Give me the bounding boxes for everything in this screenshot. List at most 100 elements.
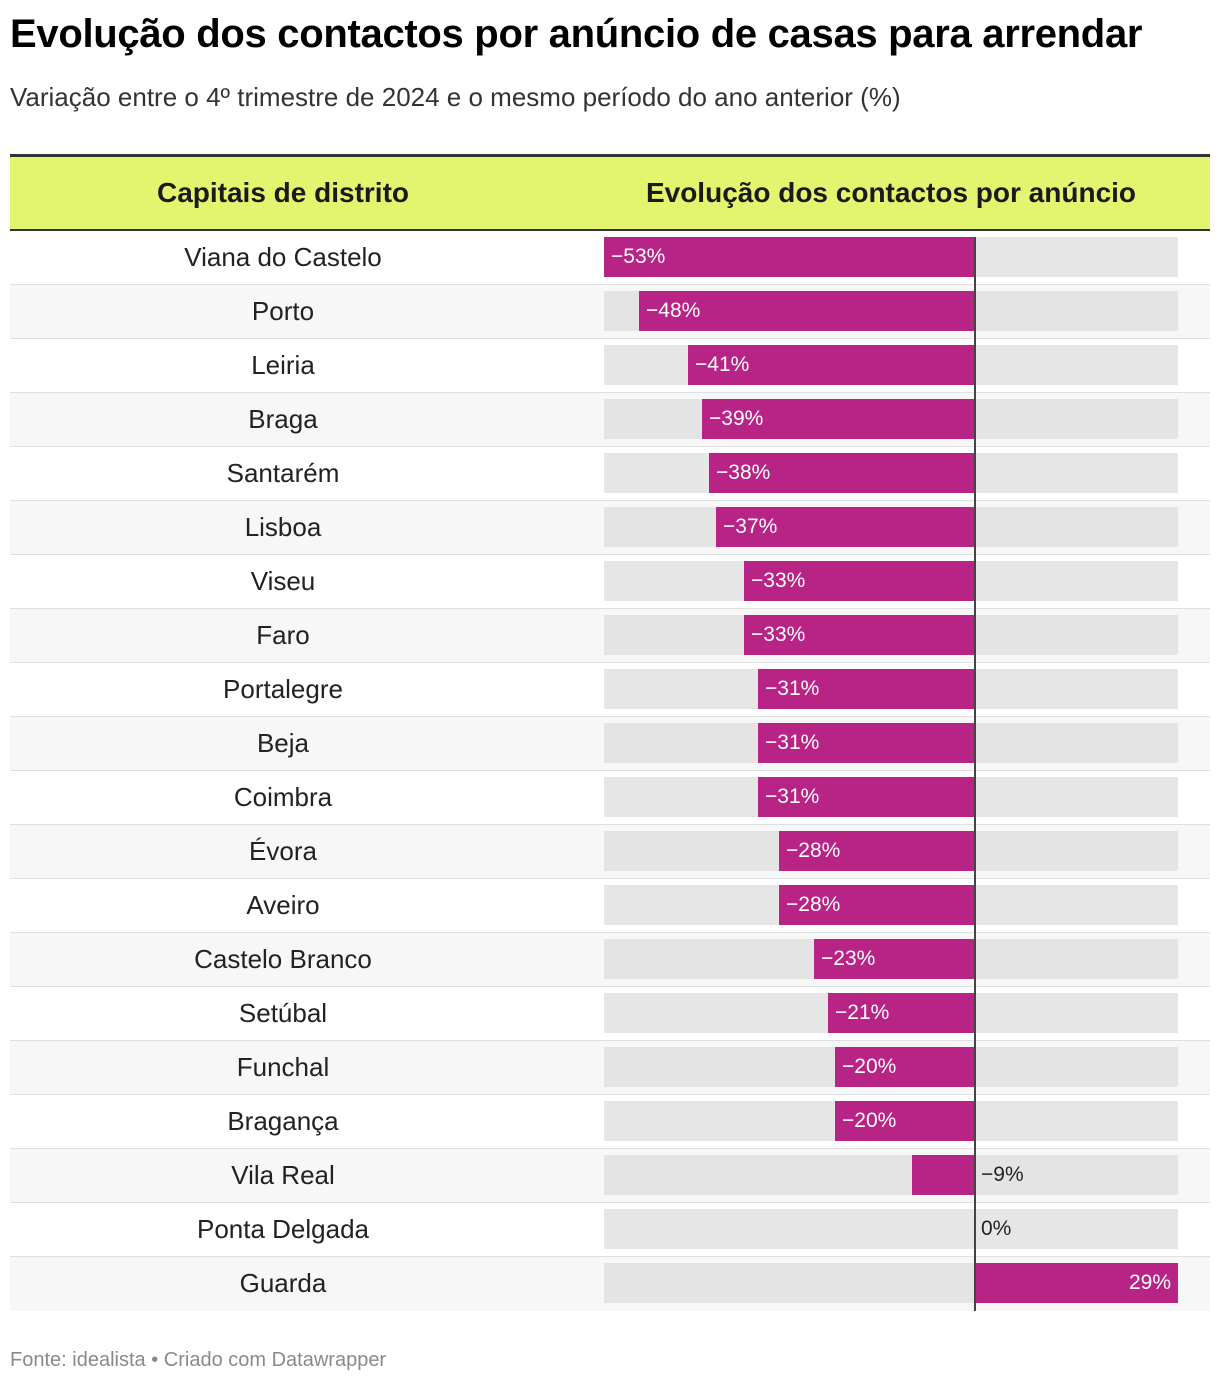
- city-label: Setúbal: [238, 998, 328, 1028]
- bar-track: −48%: [604, 291, 1178, 331]
- table-row: Ponta Delgada 0%: [10, 1203, 1210, 1257]
- value-label: −37%: [723, 515, 778, 538]
- city-label: Bragança: [227, 1106, 339, 1136]
- column-header-evolution[interactable]: Evolução dos contactos por anúncio: [645, 177, 1137, 208]
- bar: [975, 1263, 1178, 1303]
- table-row: Viana do Castelo −53%: [10, 231, 1210, 285]
- table-row: Castelo Branco −23%: [10, 933, 1210, 987]
- bar-track: −37%: [604, 507, 1178, 547]
- value-label: −28%: [786, 893, 841, 916]
- bar-track: −31%: [604, 669, 1178, 709]
- city-label: Guarda: [239, 1268, 327, 1298]
- value-label: −21%: [835, 1001, 890, 1024]
- value-label: −20%: [842, 1109, 897, 1132]
- value-label: −33%: [751, 623, 806, 646]
- data-table: Capitais de distrito Evolução dos contac…: [10, 154, 1210, 1311]
- bar-track: −9%: [604, 1155, 1178, 1195]
- footer-credit: Criado com Datawrapper: [163, 1349, 387, 1371]
- table-row: Évora −28%: [10, 825, 1210, 879]
- bar-track: −20%: [604, 1101, 1178, 1141]
- value-label: −41%: [695, 353, 750, 376]
- city-label: Lisboa: [244, 512, 322, 542]
- city-label: Beja: [256, 728, 310, 758]
- value-label: −9%: [981, 1163, 1024, 1186]
- value-label: −53%: [611, 245, 666, 268]
- bar: [828, 993, 975, 1033]
- bar: [709, 453, 975, 493]
- bar: [814, 939, 975, 979]
- bar-track: −38%: [604, 453, 1178, 493]
- city-label: Coimbra: [233, 782, 333, 812]
- bar-track: −28%: [604, 831, 1178, 871]
- bar: [702, 399, 975, 439]
- value-label: −33%: [751, 569, 806, 592]
- city-label: Santarém: [226, 458, 340, 488]
- table-row: Vila Real −9%: [10, 1149, 1210, 1203]
- city-label: Portalegre: [223, 674, 343, 704]
- table-row: Funchal −20%: [10, 1041, 1210, 1095]
- city-label: Braga: [248, 404, 318, 434]
- column-header-city[interactable]: Capitais de distrito: [156, 177, 410, 208]
- bar: [716, 507, 975, 547]
- zero-axis-line: [974, 237, 976, 1311]
- value-label: −39%: [709, 407, 764, 430]
- bar-track: 29%: [604, 1263, 1178, 1303]
- bar-track: −39%: [604, 399, 1178, 439]
- bar: [688, 345, 975, 385]
- bar-track: −31%: [604, 723, 1178, 763]
- bar: [835, 1047, 975, 1087]
- value-label: −31%: [765, 785, 820, 808]
- value-label: −20%: [842, 1055, 897, 1078]
- table-row: Lisboa −37%: [10, 501, 1210, 555]
- table-header: Capitais de distrito Evolução dos contac…: [10, 154, 1210, 231]
- bar: [779, 831, 975, 871]
- city-label: Viseu: [250, 566, 316, 596]
- bar: [912, 1155, 975, 1195]
- footer: Fonte: idealista • Criado com Datawrappe…: [10, 1349, 386, 1372]
- bar-track: −31%: [604, 777, 1178, 817]
- bar-track: −20%: [604, 1047, 1178, 1087]
- city-label: Vila Real: [231, 1160, 335, 1190]
- table-body: Viana do Castelo −53% Porto −48% Leiria −41% B…: [10, 231, 1210, 1311]
- city-label: Aveiro: [246, 890, 320, 920]
- value-label: −38%: [716, 461, 771, 484]
- table-row: Santarém −38%: [10, 447, 1210, 501]
- value-label: −23%: [821, 947, 876, 970]
- bar-track: −28%: [604, 885, 1178, 925]
- bar: [744, 561, 975, 601]
- bar-track: −53%: [604, 237, 1178, 277]
- value-label: 29%: [1128, 1271, 1171, 1294]
- bar: [835, 1101, 975, 1141]
- city-label: Porto: [251, 296, 315, 326]
- city-label: Faro: [256, 620, 310, 650]
- table-row: Leiria −41%: [10, 339, 1210, 393]
- table-row: Porto −48%: [10, 285, 1210, 339]
- table-row: Beja −31%: [10, 717, 1210, 771]
- bar-track: −23%: [604, 939, 1178, 979]
- bar: [639, 291, 975, 331]
- bar-track: 0%: [604, 1209, 1178, 1249]
- bar-track: −33%: [604, 615, 1178, 655]
- table-row: Coimbra −31%: [10, 771, 1210, 825]
- city-label: Viana do Castelo: [184, 242, 382, 272]
- bar-track: −33%: [604, 561, 1178, 601]
- bar: [758, 723, 975, 763]
- bar: [758, 669, 975, 709]
- table-row: Braga −39%: [10, 393, 1210, 447]
- table-row: Portalegre −31%: [10, 663, 1210, 717]
- city-label: Ponta Delgada: [196, 1214, 370, 1244]
- footer-separator: •: [151, 1349, 159, 1371]
- city-label: Évora: [249, 836, 317, 866]
- footer-source: Fonte: idealista: [10, 1349, 146, 1371]
- table-row: Guarda 29%: [10, 1257, 1210, 1311]
- value-label: −31%: [765, 677, 820, 700]
- bar-track: −21%: [604, 993, 1178, 1033]
- chart-subtitle: Variação entre o 4º trimestre de 2024 e …: [10, 82, 901, 112]
- table-row: Bragança −20%: [10, 1095, 1210, 1149]
- value-label: 0%: [981, 1217, 1012, 1240]
- city-label: Funchal: [236, 1052, 330, 1082]
- table-row: Aveiro −28%: [10, 879, 1210, 933]
- table-row: Faro −33%: [10, 609, 1210, 663]
- city-label: Leiria: [251, 350, 315, 380]
- city-label: Castelo Branco: [194, 944, 372, 974]
